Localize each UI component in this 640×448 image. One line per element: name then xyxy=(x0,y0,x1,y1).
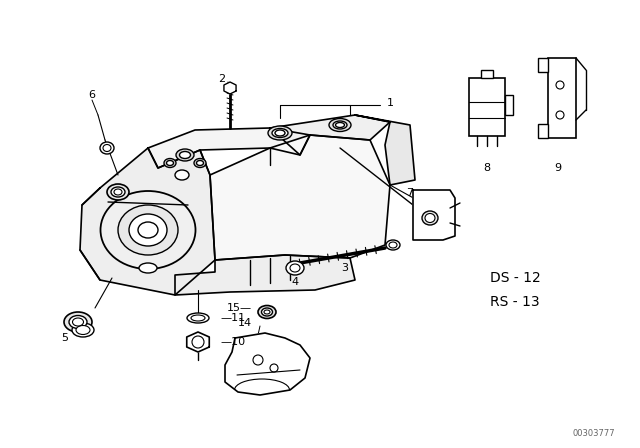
Ellipse shape xyxy=(286,261,304,275)
Ellipse shape xyxy=(264,310,270,314)
Polygon shape xyxy=(210,135,390,260)
Polygon shape xyxy=(224,82,236,94)
Ellipse shape xyxy=(275,130,285,136)
Circle shape xyxy=(556,111,564,119)
Ellipse shape xyxy=(290,264,300,272)
Ellipse shape xyxy=(69,315,87,328)
Polygon shape xyxy=(80,148,215,295)
Ellipse shape xyxy=(139,263,157,273)
Polygon shape xyxy=(225,333,310,395)
Ellipse shape xyxy=(389,242,397,248)
Ellipse shape xyxy=(72,318,83,326)
Text: 9: 9 xyxy=(554,163,561,173)
Polygon shape xyxy=(148,128,310,168)
Ellipse shape xyxy=(179,151,191,159)
Ellipse shape xyxy=(138,222,158,238)
Text: 00303777: 00303777 xyxy=(572,429,615,438)
Bar xyxy=(538,58,548,72)
Text: 14: 14 xyxy=(238,318,252,328)
Ellipse shape xyxy=(425,214,435,223)
Polygon shape xyxy=(270,115,390,155)
Circle shape xyxy=(253,355,263,365)
Ellipse shape xyxy=(335,122,344,128)
Polygon shape xyxy=(175,255,355,295)
Polygon shape xyxy=(413,190,455,240)
Polygon shape xyxy=(355,115,415,185)
Ellipse shape xyxy=(175,170,189,180)
Ellipse shape xyxy=(164,159,176,168)
Bar xyxy=(538,124,548,138)
Ellipse shape xyxy=(191,315,205,321)
Ellipse shape xyxy=(176,149,194,161)
Circle shape xyxy=(192,336,204,348)
Bar xyxy=(481,70,493,78)
Text: RS - 13: RS - 13 xyxy=(490,295,540,309)
Ellipse shape xyxy=(268,126,292,140)
Ellipse shape xyxy=(333,121,347,129)
Circle shape xyxy=(556,81,564,89)
Bar xyxy=(548,58,576,138)
Text: 4: 4 xyxy=(291,277,299,287)
Ellipse shape xyxy=(262,308,273,316)
Ellipse shape xyxy=(64,312,92,332)
Ellipse shape xyxy=(129,214,167,246)
Ellipse shape xyxy=(166,160,173,165)
Text: —10: —10 xyxy=(220,337,245,347)
Text: DS - 12: DS - 12 xyxy=(490,271,541,285)
Ellipse shape xyxy=(111,187,125,197)
Text: 5: 5 xyxy=(61,333,68,343)
Polygon shape xyxy=(187,332,209,352)
Ellipse shape xyxy=(76,326,90,335)
Ellipse shape xyxy=(100,142,114,154)
Ellipse shape xyxy=(114,189,122,195)
Text: 15—: 15— xyxy=(227,303,252,313)
Ellipse shape xyxy=(187,313,209,323)
Ellipse shape xyxy=(107,184,129,200)
Ellipse shape xyxy=(258,306,276,319)
Ellipse shape xyxy=(422,211,438,225)
Text: 8: 8 xyxy=(483,163,491,173)
Text: —11: —11 xyxy=(220,313,245,323)
Ellipse shape xyxy=(72,323,94,337)
Ellipse shape xyxy=(329,119,351,132)
Ellipse shape xyxy=(386,240,400,250)
Ellipse shape xyxy=(194,159,206,168)
Ellipse shape xyxy=(100,191,195,269)
Ellipse shape xyxy=(118,205,178,255)
Text: 1: 1 xyxy=(387,98,394,108)
Bar xyxy=(469,78,505,136)
Text: 2: 2 xyxy=(218,74,225,84)
Ellipse shape xyxy=(272,129,288,138)
Text: 3: 3 xyxy=(342,263,349,273)
Ellipse shape xyxy=(196,160,204,165)
Bar xyxy=(505,95,513,115)
Ellipse shape xyxy=(103,145,111,151)
Text: 6: 6 xyxy=(88,90,95,100)
Circle shape xyxy=(270,364,278,372)
Text: 7: 7 xyxy=(406,188,413,198)
